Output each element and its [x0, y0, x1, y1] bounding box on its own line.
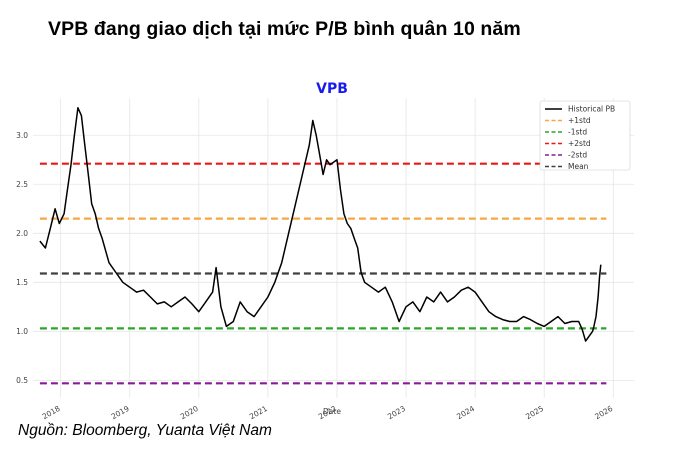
source-note: Nguồn: Bloomberg, Yuanta Việt Nam	[18, 422, 272, 439]
reference-lines	[39, 162, 607, 385]
legend-label: Historical PB	[568, 105, 615, 114]
x-tick-label: 2020	[179, 404, 200, 421]
x-tick-label: 2018	[41, 404, 62, 421]
x-tick-label: 2026	[593, 404, 614, 421]
legend-label: -1std	[568, 128, 587, 137]
x-tick-label: 2023	[386, 404, 407, 421]
grid	[33, 98, 634, 398]
chart-title: VPB	[316, 81, 348, 97]
y-tick-label: 1.5	[16, 278, 28, 287]
plot-background	[33, 98, 634, 398]
x-tick-label: 2019	[110, 404, 131, 421]
legend-label: +2std	[568, 139, 591, 148]
x-tick-label: 2025	[524, 404, 545, 421]
y-tick-label: 2.5	[16, 180, 28, 189]
y-tick-label: 0.5	[16, 376, 28, 385]
y-tick-label: 1.0	[16, 327, 28, 336]
x-tick-label: 2021	[248, 404, 269, 421]
y-tick-label: 3.0	[16, 131, 28, 140]
y-tick-label: 2.0	[16, 229, 28, 238]
y-tick-labels: 0.5 1.0 1.5 2.0 2.5 3.0	[16, 131, 28, 385]
legend: Historical PB +1std -1std +2std -2std Mean	[539, 100, 631, 171]
series-historical-pb	[39, 107, 602, 342]
headline: VPB đang giao dịch tại mức P/B bình quân…	[48, 18, 521, 40]
x-axis-label: Date	[323, 407, 341, 416]
x-tick-label: 2024	[455, 404, 476, 421]
legend-label: +1std	[568, 116, 591, 125]
legend-box	[539, 100, 631, 171]
legend-label: Mean	[568, 162, 589, 171]
legend-label: -2std	[568, 151, 587, 160]
